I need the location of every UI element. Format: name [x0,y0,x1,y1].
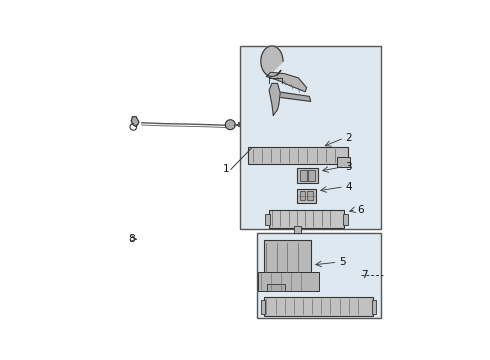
Text: 2: 2 [345,133,352,143]
Bar [269,210,344,228]
Polygon shape [131,117,139,126]
Ellipse shape [225,120,235,130]
Bar [248,147,348,164]
Text: 3: 3 [345,162,352,172]
Text: 7: 7 [362,270,368,280]
Bar [264,240,311,273]
FancyBboxPatch shape [240,46,381,229]
Bar [297,189,316,203]
Text: 6: 6 [357,204,364,215]
FancyBboxPatch shape [257,233,381,318]
Bar [258,272,319,291]
Bar [300,191,305,201]
Bar [267,284,285,291]
Bar [308,170,315,181]
Bar [307,191,313,201]
Polygon shape [267,72,307,92]
Bar [265,214,270,225]
Text: 4: 4 [345,182,352,192]
Bar [337,157,349,167]
Bar [372,300,376,314]
Bar [264,297,373,316]
Bar [261,300,265,314]
Text: 1: 1 [223,164,229,174]
Bar [300,170,307,181]
Polygon shape [269,84,280,115]
Text: 5: 5 [339,257,346,267]
Polygon shape [261,46,283,76]
Polygon shape [277,92,311,102]
Bar [343,214,348,225]
Bar [297,168,318,183]
Text: 8: 8 [128,234,135,244]
Bar [294,226,301,233]
